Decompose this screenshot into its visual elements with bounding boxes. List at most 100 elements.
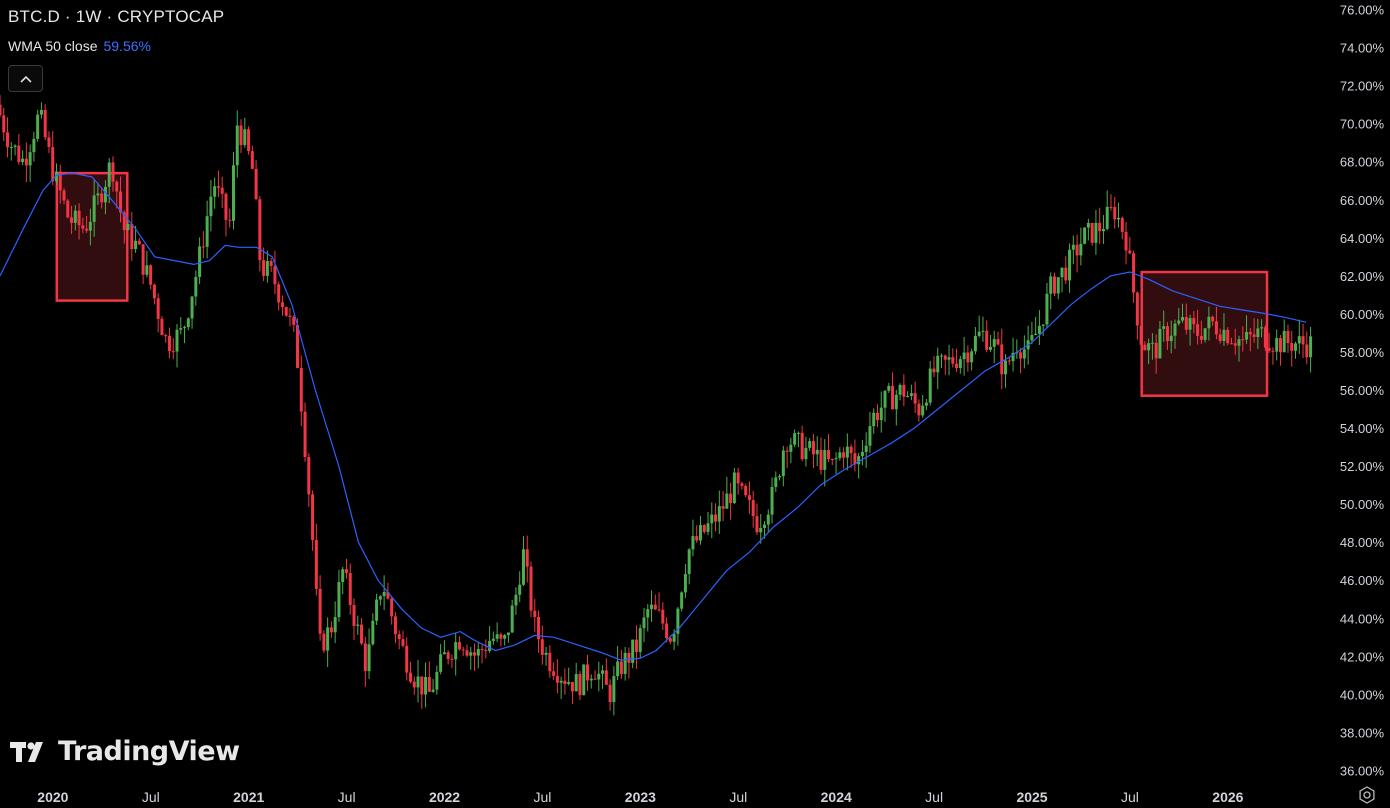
candle-body — [397, 634, 401, 640]
candle-body — [785, 450, 789, 452]
candle-body — [1037, 325, 1041, 334]
candle-body — [857, 456, 861, 465]
candle-body — [296, 324, 300, 368]
candle-body — [815, 449, 819, 455]
candle-body — [1267, 347, 1271, 351]
gear-icon[interactable] — [1358, 786, 1376, 804]
candle-body — [491, 638, 495, 641]
candle-body — [378, 596, 382, 600]
candle-body — [706, 523, 710, 532]
x-tick-label: Jul — [1121, 789, 1139, 805]
candle-body — [966, 352, 970, 363]
candle-body — [209, 196, 213, 217]
candle-body — [672, 633, 676, 642]
candle-body — [66, 200, 70, 218]
candle-body — [533, 610, 537, 617]
tradingview-logo: TradingView — [10, 736, 240, 767]
candle-body — [484, 649, 488, 651]
chart-title: BTC.D · 1W · CRYPTOCAP — [8, 7, 225, 26]
x-tick-label: Jul — [925, 789, 943, 805]
candle-body — [714, 514, 718, 522]
candle-body — [1147, 343, 1151, 351]
candle-body — [405, 645, 409, 673]
candle-body — [273, 266, 277, 285]
candle-body — [604, 670, 608, 685]
candle-body — [13, 145, 17, 147]
candle-body — [1309, 336, 1313, 358]
candle-body — [906, 395, 910, 397]
candle-body — [85, 228, 89, 231]
candle-body — [751, 500, 755, 517]
candle-body — [582, 664, 586, 696]
candle-body — [239, 125, 243, 146]
candle-body — [736, 472, 740, 484]
collapse-legend-button[interactable] — [8, 65, 43, 92]
candle-body — [231, 165, 235, 221]
y-tick-label: 74.00% — [1340, 41, 1385, 56]
candle-body — [1019, 352, 1023, 359]
candle-body — [1030, 335, 1034, 341]
candlesticks — [0, 95, 1313, 716]
x-tick-label: Jul — [142, 789, 160, 805]
candle-body — [668, 638, 672, 642]
candle-body — [680, 592, 684, 609]
y-tick-label: 46.00% — [1340, 573, 1385, 588]
x-tick-label: Jul — [338, 789, 356, 805]
candle-body — [514, 594, 518, 606]
candle-body — [924, 402, 928, 406]
candle-body — [970, 351, 974, 363]
candle-body — [676, 608, 680, 634]
candle-body — [770, 486, 774, 515]
candle-body — [103, 186, 107, 203]
candle-body — [1154, 342, 1158, 359]
candle-body — [141, 244, 145, 275]
candle-body — [262, 260, 266, 276]
y-tick-label: 76.00% — [1340, 3, 1385, 18]
candle-body — [352, 604, 356, 626]
candle-body — [152, 284, 156, 299]
candle-body — [254, 168, 258, 200]
candle-body — [1297, 336, 1301, 344]
x-tick-label: 2025 — [1016, 789, 1047, 805]
candle-body — [868, 426, 872, 446]
candle-body — [258, 199, 262, 261]
x-tick-label: 2020 — [37, 789, 68, 805]
candle-body — [698, 525, 702, 541]
indicator-legend[interactable]: WMA 50 close 59.56% — [8, 38, 151, 54]
candle-body — [134, 240, 138, 249]
candle-body — [58, 171, 62, 191]
candle-body — [638, 628, 642, 652]
candle-body — [627, 652, 631, 663]
candle-body — [122, 212, 126, 231]
y-tick-label: 54.00% — [1340, 421, 1385, 436]
candle-body — [510, 605, 514, 633]
candle-body — [1086, 222, 1090, 228]
y-tick-label: 66.00% — [1340, 193, 1385, 208]
candle-body — [902, 384, 906, 397]
candle-body — [39, 109, 43, 115]
candle-body — [382, 592, 386, 597]
y-tick-label: 38.00% — [1340, 725, 1385, 740]
candle-body — [24, 158, 28, 166]
candle-body — [544, 652, 548, 655]
candle-body — [695, 536, 699, 541]
candle-body — [156, 298, 160, 319]
candle-body — [721, 506, 725, 509]
candle-body — [175, 329, 179, 352]
candle-body — [1124, 231, 1128, 251]
candle-body — [416, 676, 420, 688]
candle-body — [461, 649, 465, 651]
candle-body — [996, 339, 1000, 345]
candle-body — [943, 355, 947, 360]
candle-body — [488, 640, 492, 651]
wma-line — [0, 172, 1307, 661]
candle-body — [1271, 350, 1275, 352]
candle-body — [446, 652, 450, 659]
candle-body — [1150, 342, 1154, 344]
candle-body — [115, 181, 119, 192]
candle-body — [661, 609, 665, 624]
candle-body — [913, 393, 917, 404]
y-tick-label: 50.00% — [1340, 497, 1385, 512]
candle-body — [344, 569, 348, 574]
